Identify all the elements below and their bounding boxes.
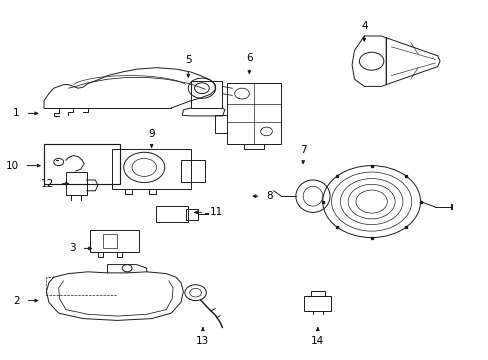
Text: 3: 3 <box>69 243 76 253</box>
Bar <box>185 209 198 220</box>
Text: 2: 2 <box>13 296 20 306</box>
Bar <box>227 83 281 144</box>
Bar <box>304 296 330 311</box>
Text: 1: 1 <box>13 108 20 118</box>
Bar <box>156 206 188 222</box>
Text: 4: 4 <box>360 21 367 31</box>
Text: 13: 13 <box>196 336 209 346</box>
Bar <box>90 230 139 252</box>
Text: 9: 9 <box>148 129 155 139</box>
Bar <box>112 149 190 189</box>
Text: 12: 12 <box>41 179 54 189</box>
Text: 7: 7 <box>299 145 306 155</box>
Text: 5: 5 <box>184 55 191 65</box>
Text: 10: 10 <box>5 161 19 171</box>
Text: 14: 14 <box>310 336 324 346</box>
Bar <box>66 172 86 195</box>
Bar <box>102 234 117 248</box>
Bar <box>44 144 120 184</box>
Bar <box>190 81 222 108</box>
Text: 8: 8 <box>266 191 273 201</box>
Text: 6: 6 <box>245 53 252 63</box>
Bar <box>310 291 325 296</box>
Bar <box>181 160 205 182</box>
Text: 11: 11 <box>210 207 223 217</box>
